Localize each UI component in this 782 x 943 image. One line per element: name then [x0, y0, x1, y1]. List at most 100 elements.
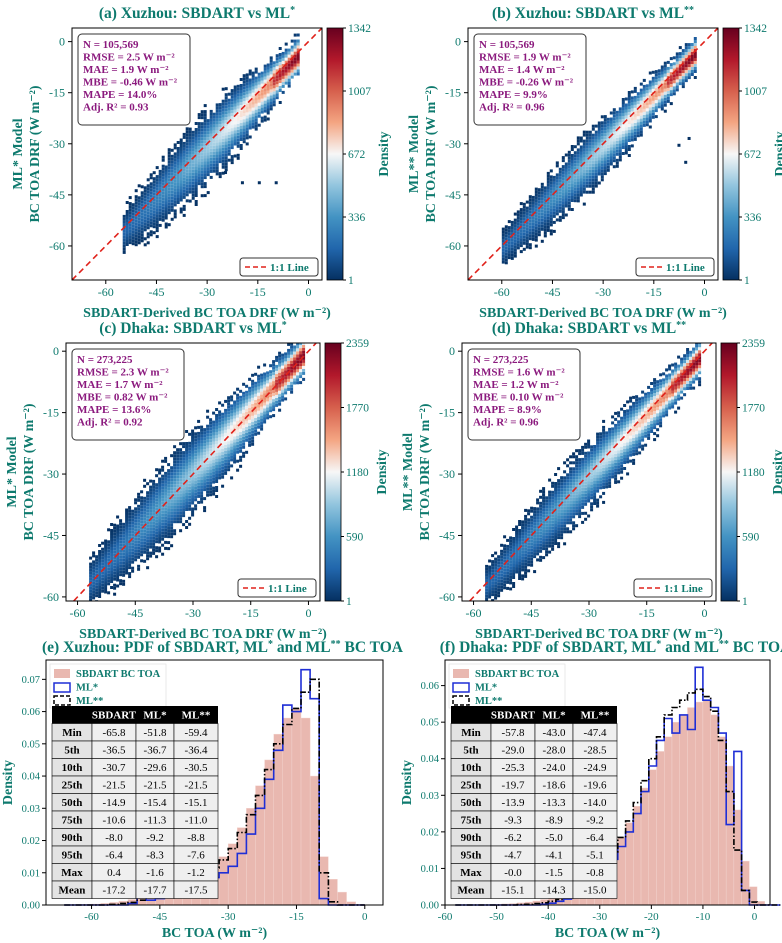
density-cell: [161, 164, 165, 168]
density-cell: [612, 138, 616, 142]
density-cell: [263, 94, 267, 98]
density-cell: [632, 416, 636, 420]
density-cell: [534, 232, 538, 236]
density-cell: [167, 505, 171, 509]
density-cell: [503, 544, 507, 548]
density-cell: [167, 196, 171, 200]
density-cell: [191, 130, 195, 134]
density-cell: [540, 227, 544, 231]
density-cell: [590, 475, 594, 479]
density-cell: [146, 521, 150, 525]
density-cell: [491, 569, 495, 573]
density-cell: [624, 109, 628, 113]
density-cell: [620, 449, 624, 453]
density-cell: [227, 417, 231, 421]
density-cell: [182, 135, 186, 139]
density-cell: [567, 153, 571, 157]
density-cell: [200, 164, 204, 168]
density-cell: [137, 549, 141, 553]
density-cell: [528, 225, 532, 229]
density-cell: [272, 97, 276, 101]
density-cell: [263, 372, 267, 376]
density-cell: [582, 190, 586, 194]
density-cell: [116, 536, 120, 540]
density-cell: [176, 180, 180, 183]
density-cell: [119, 522, 123, 526]
density-cell: [284, 382, 288, 386]
density-cell: [260, 382, 264, 386]
density-cell: [209, 127, 213, 131]
density-cell: [639, 106, 643, 110]
density-cell: [588, 175, 592, 179]
density-cell: [642, 105, 646, 109]
density-cell: [188, 157, 192, 161]
density-cell: [200, 431, 204, 435]
density-cell: [260, 394, 264, 398]
density-cell: [221, 117, 225, 121]
density-cell: [534, 187, 538, 191]
density-cell: [515, 543, 519, 547]
density-cell: [248, 123, 252, 127]
density-cell: [212, 124, 216, 128]
density-cell: [200, 137, 204, 141]
density-cell: [191, 459, 195, 463]
density-cell: [281, 362, 285, 366]
density-cell: [299, 369, 303, 373]
density-cell: [149, 182, 153, 186]
density-cell: [615, 140, 619, 144]
density-cell: [122, 244, 126, 248]
density-cell: [167, 484, 171, 488]
density-cell: [209, 133, 213, 137]
density-cell: [585, 175, 589, 179]
density-cell: [593, 454, 597, 457]
density-cell: [608, 454, 612, 458]
density-cell: [635, 401, 639, 405]
density-cell: [245, 82, 249, 86]
density-cell: [149, 497, 153, 501]
density-cell: [618, 122, 622, 126]
density-cell: [575, 458, 579, 462]
density-cell: [633, 86, 637, 90]
density-cell: [281, 57, 285, 61]
density-cell: [612, 153, 616, 157]
density-cell: [485, 573, 489, 577]
y-tick-label: -45: [43, 528, 59, 542]
density-cell: [191, 474, 195, 478]
density-cloud: [122, 33, 300, 254]
density-cell: [266, 389, 270, 393]
density-cell: [191, 145, 195, 149]
density-cell: [146, 536, 150, 540]
density-cell: [206, 469, 210, 473]
density-cell: [596, 471, 600, 475]
density-cell: [678, 82, 682, 86]
density-cell: [209, 154, 213, 158]
density-cell: [537, 218, 541, 222]
density-cell: [581, 448, 585, 452]
density-cell: [185, 157, 189, 161]
density-cell: [693, 64, 697, 67]
density-cell: [131, 554, 135, 558]
density-cell: [251, 101, 255, 105]
density-cell: [146, 506, 150, 510]
density-cell: [134, 189, 138, 193]
density-cell: [143, 520, 147, 524]
density-cell: [188, 184, 192, 188]
density-cell: [290, 378, 294, 382]
density-cell: [606, 162, 610, 166]
density-cell: [152, 539, 156, 543]
density-cell: [561, 177, 565, 181]
density-cell: [648, 119, 652, 123]
density-cell: [128, 575, 132, 579]
density-cell: [645, 111, 649, 115]
density-cell: [233, 421, 237, 425]
density-cell: [626, 418, 630, 422]
density-cell: [194, 131, 198, 134]
density-cell: [269, 409, 273, 413]
density-cell: [161, 465, 165, 469]
density-cell: [158, 516, 162, 520]
density-cell: [185, 133, 189, 137]
density-cell: [128, 530, 132, 534]
density-cell: [606, 123, 610, 127]
density-cell: [269, 104, 273, 108]
density-cell: [536, 513, 540, 517]
